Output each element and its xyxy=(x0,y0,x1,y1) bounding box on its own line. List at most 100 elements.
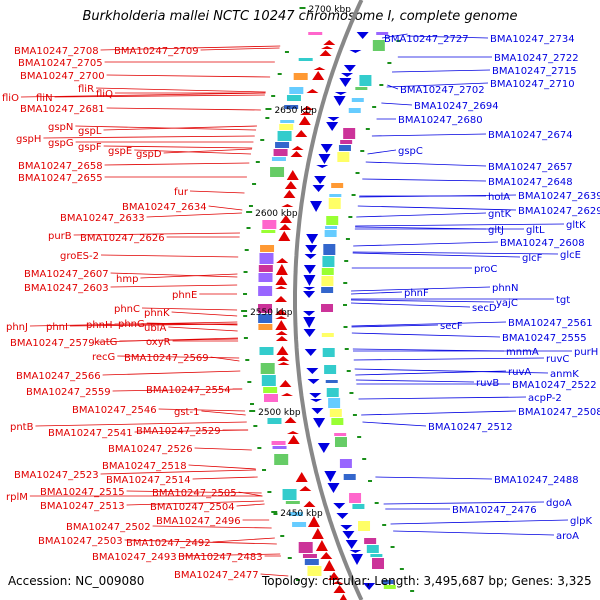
feature-block xyxy=(326,216,339,225)
reverse-gene-arrow xyxy=(303,275,316,286)
marker-tick xyxy=(273,513,278,515)
left-gene-label: BMA10247_2513 xyxy=(40,501,125,512)
right-gene-label: gltL xyxy=(526,225,545,236)
left-leader-line xyxy=(189,190,245,194)
left-leader-line xyxy=(208,205,243,211)
feature-block xyxy=(277,131,292,141)
left-gene-label: BMA10247_2515 xyxy=(40,487,125,498)
left-gene-label: BMA10247_2505 xyxy=(152,488,237,499)
right-gene-label: BMA10247_2694 xyxy=(414,101,499,112)
marker-tick xyxy=(243,271,248,273)
right-leader-line xyxy=(381,33,408,39)
forward-gene-arrow xyxy=(275,264,288,275)
marker-tick xyxy=(344,348,349,350)
marker-tick xyxy=(344,260,349,262)
left-gene-label: BMA10247_2603 xyxy=(24,283,109,294)
left-leader-line xyxy=(152,525,272,529)
marker-tick xyxy=(250,403,255,405)
marker-tick xyxy=(349,392,354,394)
left-gene-label: BMA10247_2579 xyxy=(10,338,95,349)
feature-block xyxy=(338,145,351,151)
left-gene-label: gspN xyxy=(48,122,73,133)
reverse-gene-arrow xyxy=(334,92,347,95)
reverse-gene-arrow xyxy=(327,483,340,493)
right-leader-line xyxy=(367,149,397,155)
reverse-gene-arrow xyxy=(349,50,362,53)
left-gene-label: BMA10247_2514 xyxy=(106,475,191,486)
left-gene-label: gspL xyxy=(78,126,102,137)
left-leader-line xyxy=(110,272,238,278)
forward-gene-arrow xyxy=(275,320,288,330)
reverse-gene-arrow xyxy=(324,471,337,482)
marker-tick xyxy=(265,117,270,119)
right-leader-line xyxy=(350,302,471,308)
forward-gene-arrow xyxy=(298,116,311,125)
feature-block xyxy=(298,542,313,553)
right-gene-label: BMA10247_2715 xyxy=(492,66,577,77)
feature-block xyxy=(323,244,336,255)
feature-block xyxy=(298,58,313,61)
marker-tick xyxy=(267,491,272,493)
reverse-gene-arrow xyxy=(303,291,316,298)
right-gene-label: BMA10247_2657 xyxy=(488,162,573,173)
left-gene-label: fliR xyxy=(78,84,94,95)
right-gene-label: BMA10247_2727 xyxy=(384,34,469,45)
feature-block xyxy=(349,493,362,503)
marker-tick xyxy=(399,568,404,570)
right-gene-label: BMA10247_2680 xyxy=(398,115,483,126)
track-markers xyxy=(243,40,415,592)
forward-gene-arrow xyxy=(284,181,297,189)
left-leader-line xyxy=(146,212,242,218)
feature-block xyxy=(329,409,342,417)
marker-tick xyxy=(244,249,249,251)
right-gene-label: ruvB xyxy=(476,378,499,389)
right-leader-line xyxy=(355,379,475,383)
right-gene-label: BMA10247_2512 xyxy=(428,422,513,433)
feature-block xyxy=(383,585,396,589)
ruler-label: 2550 kbp xyxy=(250,308,293,318)
reverse-gene-arrow xyxy=(310,399,323,402)
feature-block xyxy=(289,87,304,94)
left-leader-line xyxy=(178,553,281,557)
feature-block xyxy=(351,98,364,102)
left-gene-label: BMA10247_2477 xyxy=(174,570,259,581)
marker-tick xyxy=(360,150,365,152)
left-gene-label: gspG xyxy=(48,138,74,149)
feature-block xyxy=(325,226,338,229)
left-gene-label: gspE xyxy=(108,146,132,157)
feature-block xyxy=(334,433,347,436)
feature-block xyxy=(372,558,385,569)
feature-block xyxy=(263,394,278,402)
forward-gene-arrow xyxy=(290,151,303,157)
reverse-gene-arrow xyxy=(356,32,369,39)
marker-tick xyxy=(365,128,370,130)
right-leader-line xyxy=(356,212,487,218)
marker-tick xyxy=(248,205,253,207)
forward-gene-arrow xyxy=(323,560,336,571)
right-gene-label: phnF xyxy=(404,288,429,299)
feature-block xyxy=(340,140,353,144)
left-leader-line xyxy=(43,135,255,139)
left-gene-label: BMA10247_2700 xyxy=(20,71,105,82)
feature-block xyxy=(326,388,339,397)
feature-block xyxy=(321,268,334,275)
left-leader-line xyxy=(102,370,241,376)
forward-gene-arrow xyxy=(331,581,344,584)
left-leader-line xyxy=(100,45,281,51)
left-leader-line xyxy=(201,410,246,416)
left-leader-line xyxy=(158,408,246,412)
forward-gene-arrow xyxy=(315,540,328,551)
feature-block xyxy=(307,566,322,576)
marker-tick xyxy=(252,183,257,185)
feature-block xyxy=(302,554,317,558)
reverse-gene-arrow xyxy=(318,154,331,164)
left-gene-label: phnC xyxy=(114,304,140,315)
feature-block xyxy=(308,32,323,35)
feature-block xyxy=(331,418,344,425)
reverse-gene-arrow xyxy=(305,245,318,253)
reverse-gene-arrow xyxy=(303,311,316,316)
forward-gene-arrow xyxy=(275,276,288,285)
reverse-gene-arrow xyxy=(333,503,346,509)
feature-tracks xyxy=(258,32,396,600)
